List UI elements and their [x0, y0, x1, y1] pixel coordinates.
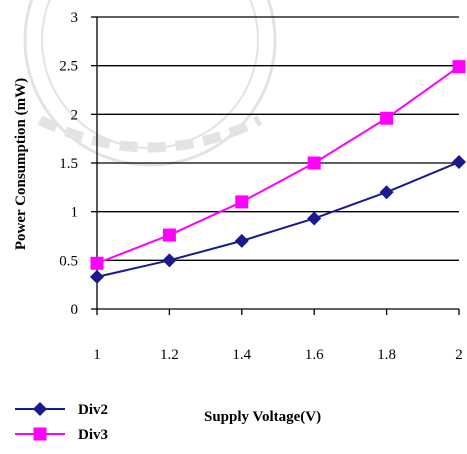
- x-tick-label: 1.4: [232, 347, 251, 363]
- y-axis-title: Power Consumption (mW): [13, 78, 29, 250]
- series-layer: [90, 60, 466, 284]
- gridlines: [97, 16, 459, 261]
- x-tick-label: 1: [93, 347, 101, 363]
- y-tick-label: 2: [71, 107, 79, 123]
- x-tick-label: 2: [455, 347, 463, 363]
- series-line-div3: [96, 65, 460, 265]
- data-point-div2: [162, 253, 177, 268]
- x-tick-label: 1.8: [377, 347, 396, 363]
- legend-item-div3: Div3: [15, 427, 108, 443]
- legend-label-div2: Div2: [78, 402, 108, 418]
- data-point-div3: [380, 111, 394, 125]
- legend-marker-div3: [33, 427, 47, 441]
- legend-label-div3: Div3: [78, 427, 108, 443]
- data-point-div3: [307, 156, 321, 170]
- x-tick-labels: 1 1.2 1.4 1.6 1.8 2: [93, 347, 463, 363]
- y-tick-label: 1.5: [59, 156, 78, 172]
- data-point-div3: [90, 256, 104, 270]
- data-point-div2: [307, 211, 322, 226]
- x-axis-title: Supply Voltage(V): [204, 409, 321, 425]
- data-point-div3: [235, 195, 249, 209]
- series-line-div2: [96, 161, 460, 278]
- data-point-div2: [379, 185, 394, 200]
- y-tick-label: 0.5: [59, 253, 78, 269]
- x-tick-label: 1.6: [305, 347, 324, 363]
- y-tick-label: 1: [71, 205, 79, 221]
- data-point-div2: [90, 269, 104, 284]
- y-tick-label: 3: [71, 10, 79, 26]
- watermark-seal: [23, 0, 277, 167]
- data-point-div3: [162, 228, 176, 242]
- legend: Div2 Div3: [15, 402, 108, 443]
- data-point-div2: [234, 233, 249, 248]
- y-tick-labels: 0 0.5 1 1.5 2 2.5 3: [59, 10, 78, 318]
- legend-marker-div2: [33, 402, 47, 416]
- x-tick-label: 1.2: [160, 347, 179, 363]
- data-point-div2: [452, 155, 466, 170]
- series-div2: [90, 155, 466, 284]
- series-div3: [90, 60, 466, 270]
- data-point-div3: [452, 60, 466, 74]
- legend-item-div2: Div2: [15, 402, 108, 418]
- y-tick-label: 2.5: [59, 59, 78, 75]
- y-tick-label: 0: [71, 302, 79, 318]
